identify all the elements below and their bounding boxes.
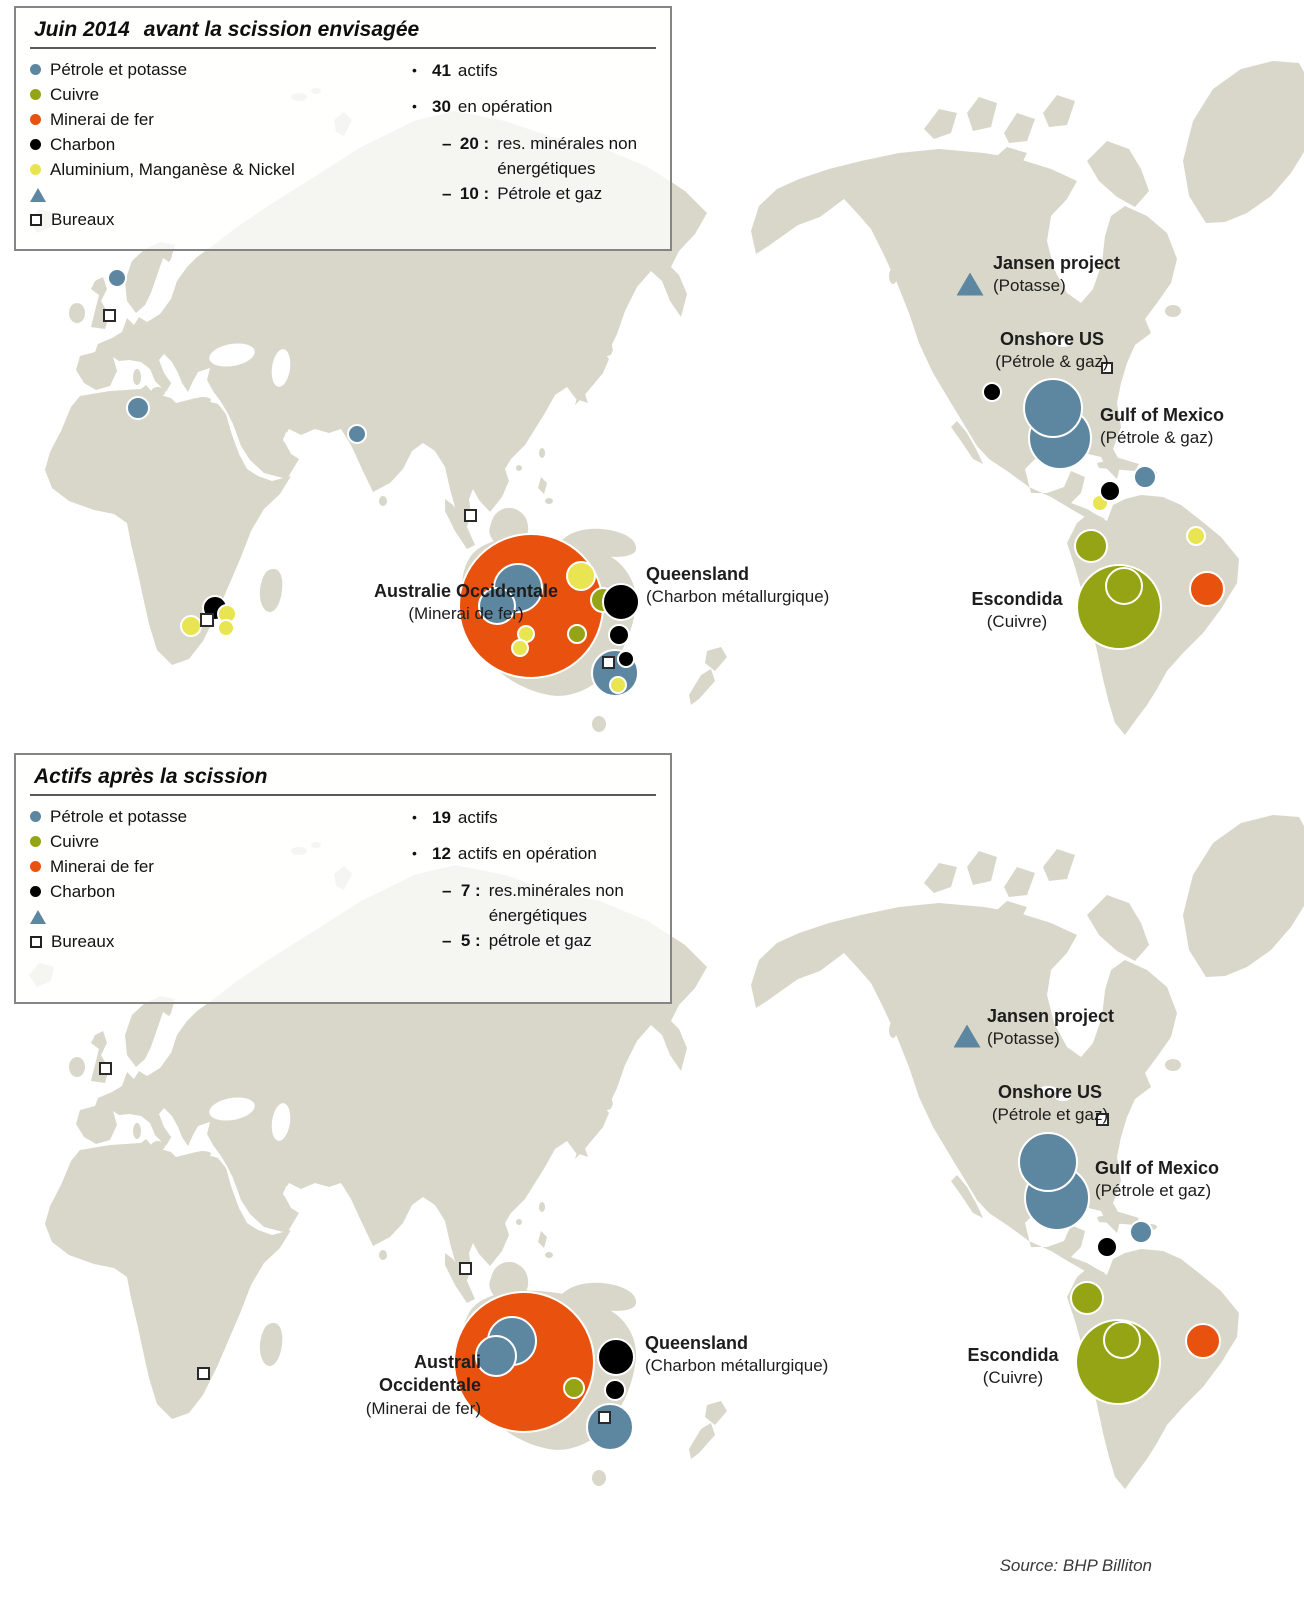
legend-item: Bureaux — [30, 207, 656, 232]
stat-text: 20 : — [459, 134, 490, 153]
legend-item-label: Minerai de fer — [50, 856, 154, 876]
potasse-triangle-legend-icon — [30, 909, 46, 924]
stat-text: actifs en opération — [457, 844, 597, 863]
legend-item: Cuivre — [30, 82, 656, 107]
stat-text: 19 — [432, 808, 451, 827]
legend-item: Bureaux — [30, 929, 656, 954]
legend-item-label: Aluminium, Manganèse & Nickel — [50, 159, 295, 179]
stat-text: pétrole et gaz — [488, 931, 592, 950]
legend-box-after: Actifs après la scission Pétrole et pota… — [14, 753, 672, 1004]
charbon-legend-icon — [30, 139, 41, 150]
legend-item: Minerai de fer — [30, 107, 656, 132]
petrole-legend-icon — [30, 811, 41, 822]
stat-text: actifs — [457, 61, 498, 80]
stat-subitem: –7 : res.minérales non énergétiques — [442, 878, 662, 928]
minerai-legend-icon — [30, 114, 41, 125]
legend-item: Cuivre — [30, 829, 656, 854]
stat-subitem: –10 : Pétrole et gaz — [442, 181, 662, 206]
legend-item-label: Bureaux — [51, 931, 115, 951]
stat-text: actifs — [457, 808, 498, 827]
stat-text: 5 : — [460, 931, 481, 950]
legend-item-label: Cuivre — [50, 831, 100, 851]
legend-title-main: Juin 2014 — [34, 18, 130, 41]
stat-item: • 41 actifs — [412, 59, 662, 82]
legend-item: Charbon — [30, 132, 656, 157]
legend-stats: • 41 actifs • 30 en opération –20 : res. minéra… — [412, 59, 662, 206]
stat-text: • — [412, 845, 417, 861]
legend-title-after: Actifs après la scission — [30, 763, 656, 796]
legend-item: Pétrole et potasse — [30, 804, 656, 829]
stat-text: res.minérales non énergétiques — [488, 881, 624, 925]
bureau-legend-icon — [30, 213, 42, 226]
legend-items: Pétrole et potasse Cuivre Minerai de fer Ch… — [30, 804, 656, 954]
legend-stats: • 19 actifs • 12 actifs en opération –7 : res.m… — [412, 806, 662, 953]
legend-item-label: Pétrole et potasse — [50, 806, 188, 826]
legend-item: Pétrole et potasse — [30, 57, 656, 82]
legend-item-label: Charbon — [50, 881, 116, 901]
stat-text: 10 : — [459, 184, 490, 203]
stat-text: – — [442, 134, 452, 153]
legend-item-label: Pétrole et potasse — [50, 59, 188, 79]
legend-item — [30, 904, 656, 929]
stat-text: 30 — [432, 97, 451, 116]
aluminium-legend-icon — [30, 164, 41, 175]
stat-text: – — [442, 931, 452, 950]
bureau-legend-icon — [30, 935, 42, 948]
stat-text: en opération — [457, 97, 553, 116]
legend-item: Minerai de fer — [30, 854, 656, 879]
legend-item-label: Charbon — [50, 134, 116, 154]
cuivre-legend-icon — [30, 89, 41, 100]
stat-subitem: –20 : res. minérales non énergétiques — [442, 131, 662, 181]
stat-text: res. minérales non énergétiques — [497, 134, 638, 178]
stat-text: – — [442, 881, 452, 900]
legend-items: Pétrole et potasse Cuivre Minerai de fer Ch… — [30, 57, 656, 232]
charbon-legend-icon — [30, 886, 41, 897]
legend-title-rest: avant la scission envisagée — [143, 18, 420, 41]
stat-text: • — [412, 62, 417, 78]
petrole-legend-icon — [30, 64, 41, 75]
cuivre-legend-icon — [30, 836, 41, 847]
legend-item: Charbon — [30, 879, 656, 904]
potasse-triangle-legend-icon — [30, 187, 46, 202]
legend-item-label: Bureaux — [51, 209, 115, 229]
stat-text: • — [412, 809, 417, 825]
stat-item: • 30 en opération — [412, 95, 662, 118]
minerai-legend-icon — [30, 861, 41, 872]
legend-title-main: Actifs après la scission — [34, 765, 268, 788]
legend-title-before: Juin 2014 avant la scission envisagée — [30, 16, 656, 49]
legend-box-before: Juin 2014 avant la scission envisagée Pét… — [14, 6, 672, 251]
stat-item: • 12 actifs en opération — [412, 842, 662, 865]
stat-text: 7 : — [460, 881, 481, 900]
source-credit: Source: BHP Billiton — [999, 1556, 1152, 1575]
stat-item: • 19 actifs — [412, 806, 662, 829]
stat-text: 41 — [432, 61, 451, 80]
stat-text: Pétrole et gaz — [497, 184, 603, 203]
legend-item: Aluminium, Manganèse & Nickel — [30, 157, 656, 182]
stat-text: • — [412, 98, 417, 114]
stat-text: 12 — [432, 844, 451, 863]
stat-text: – — [442, 184, 452, 203]
legend-item-label: Minerai de fer — [50, 109, 154, 129]
legend-item-label: Cuivre — [50, 84, 100, 104]
stat-subitem: –5 : pétrole et gaz — [442, 928, 662, 953]
legend-item — [30, 182, 656, 207]
